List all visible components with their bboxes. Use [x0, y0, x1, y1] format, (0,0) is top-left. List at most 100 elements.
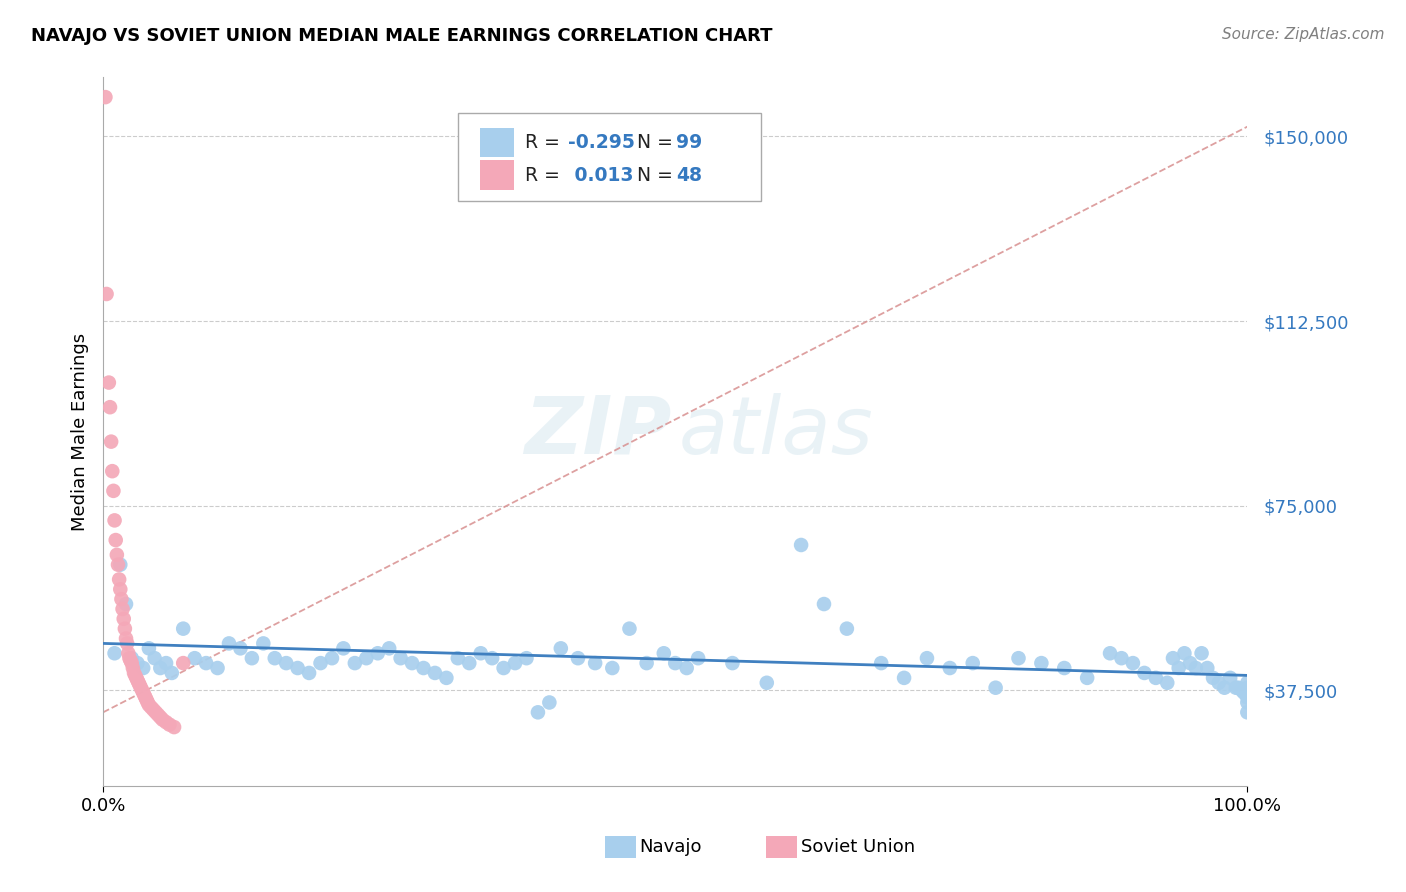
Point: [240, 651, 263, 665]
Point: [619, 622, 641, 636]
Point: [893, 671, 915, 685]
Point: [218, 636, 240, 650]
Point: [1133, 665, 1156, 680]
Point: [458, 656, 481, 670]
Point: [1191, 646, 1213, 660]
Point: [1236, 685, 1258, 699]
Point: [117, 646, 139, 660]
Point: [1031, 656, 1053, 670]
Point: [1156, 675, 1178, 690]
Point: [122, 661, 145, 675]
Point: [401, 656, 423, 670]
Point: [675, 661, 697, 675]
Point: [142, 703, 165, 717]
Point: [149, 710, 172, 724]
Point: [252, 636, 274, 650]
Point: [287, 661, 309, 675]
Point: [143, 651, 166, 665]
Bar: [479, 128, 515, 157]
Point: [121, 656, 143, 670]
Point: [128, 675, 150, 690]
Text: N =: N =: [637, 166, 679, 185]
Point: [138, 641, 160, 656]
Point: [103, 646, 125, 660]
Point: [1076, 671, 1098, 685]
Point: [96, 287, 118, 301]
Point: [104, 533, 127, 547]
Point: [481, 651, 503, 665]
Point: [155, 715, 177, 730]
Point: [1213, 681, 1236, 695]
Point: [105, 548, 128, 562]
Point: [1007, 651, 1029, 665]
Point: [132, 661, 155, 675]
Point: [1236, 690, 1258, 705]
Point: [298, 665, 321, 680]
Point: [939, 661, 962, 675]
Point: [103, 483, 125, 498]
Point: [152, 713, 174, 727]
Text: -0.295: -0.295: [568, 133, 634, 152]
Point: [870, 656, 893, 670]
Point: [134, 690, 156, 705]
Point: [172, 656, 194, 670]
Point: [263, 651, 285, 665]
Point: [100, 434, 122, 449]
Point: [1144, 671, 1167, 685]
Point: [664, 656, 686, 670]
Point: [1236, 688, 1258, 702]
Point: [790, 538, 813, 552]
Point: [155, 656, 177, 670]
Point: [1053, 661, 1076, 675]
Point: [159, 717, 181, 731]
Point: [1202, 671, 1225, 685]
Text: 99: 99: [676, 133, 703, 152]
Text: ZIP: ZIP: [524, 392, 672, 471]
Point: [118, 651, 141, 665]
Point: [115, 636, 138, 650]
Point: [688, 651, 710, 665]
Point: [146, 707, 169, 722]
Text: Source: ZipAtlas.com: Source: ZipAtlas.com: [1222, 27, 1385, 42]
Point: [127, 656, 149, 670]
Point: [1227, 681, 1250, 695]
Point: [721, 656, 744, 670]
Point: [915, 651, 938, 665]
Point: [145, 706, 167, 720]
Point: [515, 651, 537, 665]
Point: [1236, 696, 1258, 710]
Point: [1122, 656, 1144, 670]
Point: [172, 622, 194, 636]
Point: [163, 720, 186, 734]
Y-axis label: Median Male Earnings: Median Male Earnings: [72, 333, 89, 531]
Point: [1167, 661, 1189, 675]
Point: [1178, 656, 1201, 670]
Text: atlas: atlas: [679, 392, 873, 471]
Point: [94, 90, 117, 104]
Text: Navajo: Navajo: [640, 838, 702, 856]
Point: [121, 651, 143, 665]
Point: [131, 683, 153, 698]
Point: [1161, 651, 1184, 665]
Point: [1230, 683, 1253, 698]
Point: [470, 646, 492, 660]
Point: [135, 693, 157, 707]
Point: [122, 665, 145, 680]
Point: [367, 646, 389, 660]
Point: [183, 651, 205, 665]
Point: [98, 400, 121, 414]
Point: [195, 656, 218, 670]
Point: [115, 632, 138, 646]
Point: [583, 656, 606, 670]
Text: NAVAJO VS SOVIET UNION MEDIAN MALE EARNINGS CORRELATION CHART: NAVAJO VS SOVIET UNION MEDIAN MALE EARNI…: [31, 27, 772, 45]
Point: [550, 641, 572, 656]
Point: [321, 651, 343, 665]
Point: [103, 513, 125, 527]
Text: 48: 48: [676, 166, 703, 185]
Bar: [479, 161, 515, 190]
Point: [636, 656, 658, 670]
Point: [1233, 685, 1256, 699]
Point: [1219, 671, 1241, 685]
Point: [1236, 685, 1258, 699]
Point: [389, 651, 412, 665]
